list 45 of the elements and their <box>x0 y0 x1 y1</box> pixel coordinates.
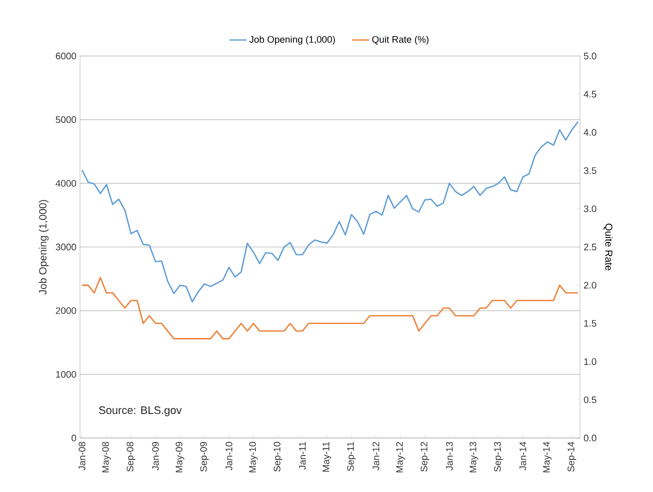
x-tick-label: May-08 <box>102 442 111 472</box>
x-tick-label: Jan-11 <box>299 442 306 470</box>
x-tick-label: Jan-08 <box>78 442 86 470</box>
x-tick-label: Sep-14 <box>568 442 576 472</box>
y-tick-label: 5000 <box>56 116 76 124</box>
y-axis-title: Job Opening (1,000) <box>38 200 49 295</box>
x-tick-label: May-10 <box>249 442 258 472</box>
x-tick-label: Jan-09 <box>152 442 159 470</box>
x-tick-label: May-11 <box>322 442 332 472</box>
y2-tick-label: 1.0 <box>584 358 596 365</box>
y2-tick-label: 3.0 <box>584 205 596 212</box>
y2-tick-label: 0.5 <box>584 396 596 404</box>
y2-tick-label: 0.0 <box>584 434 596 442</box>
x-tick-label: May-12 <box>396 442 405 472</box>
y-tick-label: 3000 <box>56 244 76 250</box>
x-tick-label: Jan-13 <box>446 442 453 470</box>
x-tick-label: Sep-08 <box>126 442 136 472</box>
legend-label: Quit Rate (%) <box>372 36 429 45</box>
x-tick-label: Sep-12 <box>420 442 430 472</box>
y-tick-label: 6000 <box>56 52 76 60</box>
y-tick-label: 4000 <box>56 180 76 187</box>
y2-tick-label: 4.5 <box>584 90 596 98</box>
annotation: Source: BLS.gov <box>99 406 182 416</box>
x-tick-label: Sep-10 <box>274 442 282 472</box>
y-tick-label: 2000 <box>56 307 76 314</box>
y2-tick-label: 1.5 <box>584 320 596 327</box>
y2-tick-label: 5.0 <box>584 52 596 60</box>
line-series <box>81 120 579 302</box>
y2-tick-label: 2.5 <box>584 244 596 250</box>
y-tick-label: 0 <box>72 434 76 442</box>
legend-label: Job Opening (1,000) <box>249 36 335 45</box>
x-tick-label: Jan-12 <box>372 442 380 470</box>
x-tick-label: May-09 <box>176 442 184 472</box>
y2-tick-label: 3.5 <box>584 167 596 174</box>
x-tick-label: Sep-13 <box>494 442 503 472</box>
x-tick-label: May-13 <box>470 442 478 472</box>
x-tick-label: May-14 <box>543 442 552 472</box>
y2-axis-title: Quite Rate <box>604 224 613 270</box>
y-tick-label: 1000 <box>56 370 76 378</box>
y2-tick-label: 4.0 <box>584 129 596 136</box>
x-tick-label: Sep-11 <box>347 442 356 471</box>
x-tick-label: Sep-09 <box>200 442 209 472</box>
y2-tick-label: 2.0 <box>584 282 596 289</box>
x-tick-label: Jan-10 <box>226 442 232 470</box>
x-tick-label: Jan-14 <box>520 442 526 470</box>
